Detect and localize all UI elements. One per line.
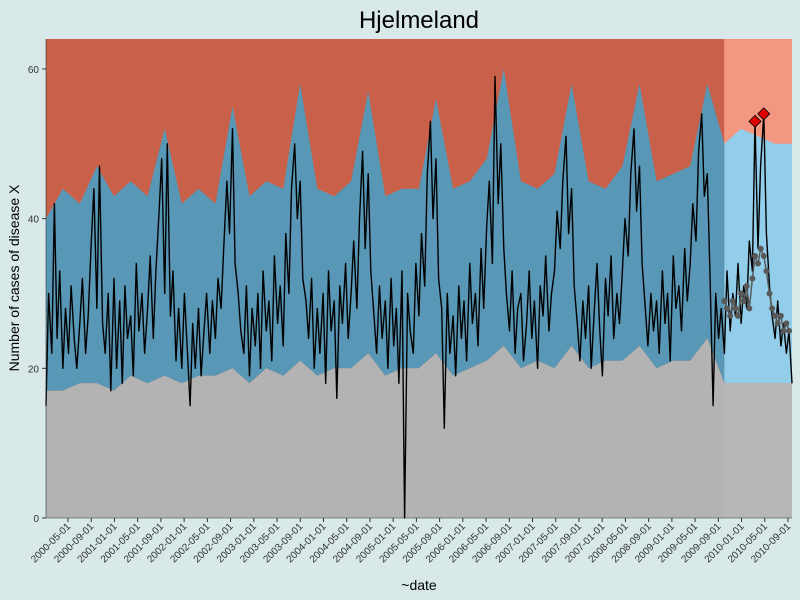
prediction-point xyxy=(777,312,784,319)
y-tick-label: 20 xyxy=(28,364,40,375)
prediction-point xyxy=(724,305,731,312)
prediction-point xyxy=(755,260,762,267)
prediction-point xyxy=(786,327,793,334)
prediction-point xyxy=(783,320,790,327)
prediction-point xyxy=(746,305,753,312)
prediction-point xyxy=(780,327,787,334)
prediction-point xyxy=(749,275,756,282)
prediction-point xyxy=(752,253,759,260)
prediction-point xyxy=(734,312,741,319)
observed-cases-line xyxy=(45,75,793,519)
prediction-point xyxy=(757,245,764,252)
prediction-point xyxy=(760,253,767,260)
y-tick-label: 60 xyxy=(28,65,40,76)
y-tick-label: 0 xyxy=(33,514,39,525)
prediction-point xyxy=(727,312,734,319)
outbreak-marker xyxy=(748,114,762,128)
prediction-point xyxy=(743,282,750,289)
prediction-region-overlay xyxy=(724,39,792,518)
chart-title: Hjelmeland xyxy=(359,7,479,34)
prediction-point xyxy=(769,305,776,312)
prediction-point xyxy=(766,290,773,297)
prediction-point xyxy=(774,320,781,327)
normal-band-historic xyxy=(46,68,725,391)
prediction-point xyxy=(772,312,779,319)
prediction-point xyxy=(721,297,728,304)
outbreak-marker xyxy=(757,107,771,121)
y-tick-label: 40 xyxy=(28,215,40,226)
low-zone xyxy=(46,338,792,518)
y-axis: 0 20 40 60 xyxy=(28,39,47,525)
prediction-point xyxy=(763,268,770,275)
plot-area xyxy=(45,39,793,519)
prediction-point xyxy=(740,297,747,304)
prediction-point xyxy=(738,290,745,297)
prediction-point xyxy=(729,297,736,304)
x-axis-title: ~date xyxy=(401,577,437,593)
prediction-point xyxy=(732,305,739,312)
y-axis-title: Number of cases of disease X xyxy=(6,184,22,371)
